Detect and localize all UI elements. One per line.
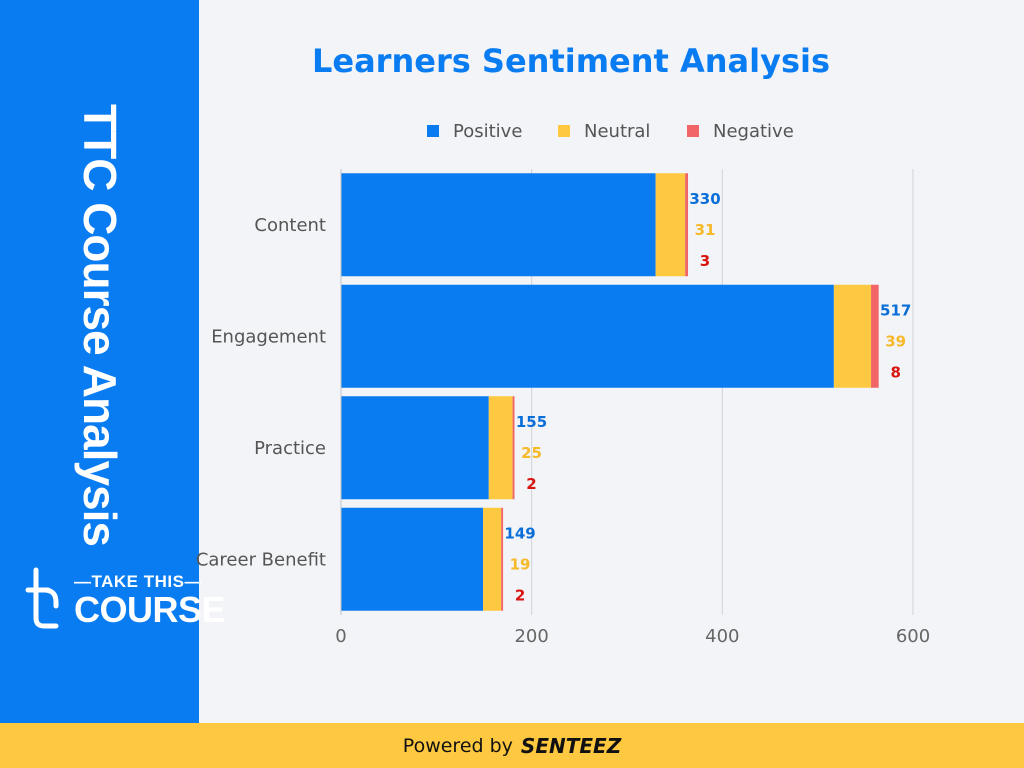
footer-brand: SENTEEZ bbox=[520, 733, 622, 758]
bar-neutral bbox=[483, 507, 502, 611]
data-label-neutral: 31 bbox=[695, 221, 716, 239]
bar-positive bbox=[341, 396, 489, 500]
bar-positive bbox=[341, 173, 656, 277]
legend-label-neutral: Neutral bbox=[584, 121, 650, 142]
bar-negative bbox=[685, 173, 689, 277]
chart-title: Learners Sentiment Analysis bbox=[312, 42, 830, 80]
bar-neutral bbox=[488, 396, 513, 500]
x-tick-label: 600 bbox=[896, 626, 930, 647]
bar-positive bbox=[341, 507, 484, 611]
category-label: Career Benefit bbox=[196, 549, 326, 570]
legend-label-positive: Positive bbox=[453, 121, 522, 142]
legend-swatch-positive bbox=[427, 125, 439, 137]
data-label-neutral: 19 bbox=[510, 555, 531, 573]
data-label-negative: 2 bbox=[515, 586, 525, 604]
category-label: Engagement bbox=[211, 326, 326, 347]
take-this-course-logo[interactable]: —TAKE THIS— COURSE bbox=[24, 566, 226, 632]
bar-negative bbox=[512, 396, 515, 500]
legend-label-negative: Negative bbox=[713, 121, 794, 142]
bar-negative bbox=[501, 507, 504, 611]
chart-data-labels: 330 31 3 517 39 8 155 25 2 149 19 2 bbox=[504, 190, 911, 605]
sidebar: TTC Course Analysis —TAKE THIS— COURSE bbox=[0, 0, 226, 723]
bar-neutral bbox=[833, 284, 872, 388]
category-label: Content bbox=[254, 215, 326, 236]
bar-negative bbox=[871, 284, 879, 388]
data-label-negative: 8 bbox=[890, 363, 900, 381]
data-label-positive: 330 bbox=[689, 190, 720, 208]
t-logo-icon bbox=[25, 567, 59, 629]
bar-positive bbox=[341, 284, 834, 388]
x-tick-label: 400 bbox=[705, 626, 739, 647]
x-tick-label: 200 bbox=[514, 626, 548, 647]
logo-line-1: —TAKE THIS— bbox=[74, 572, 202, 591]
data-label-neutral: 39 bbox=[885, 332, 906, 350]
bar-neutral bbox=[655, 173, 686, 277]
data-label-negative: 3 bbox=[700, 252, 710, 270]
chart-axis: 0 200 400 600 Content Engagement Practice Caree… bbox=[196, 169, 930, 647]
sentiment-chart: Learners Sentiment Analysis Positive Neut… bbox=[196, 42, 930, 647]
data-label-positive: 155 bbox=[516, 413, 547, 431]
legend-swatch-neutral bbox=[558, 125, 570, 137]
chart-bars bbox=[341, 173, 879, 611]
data-label-positive: 149 bbox=[504, 524, 535, 542]
footer-text: Powered by bbox=[402, 734, 513, 757]
data-label-negative: 2 bbox=[526, 475, 536, 493]
data-label-neutral: 25 bbox=[521, 444, 542, 462]
category-label: Practice bbox=[254, 438, 326, 459]
chart-legend: Positive Neutral Negative bbox=[427, 121, 794, 142]
logo-line-2: COURSE bbox=[74, 589, 226, 630]
x-tick-label: 0 bbox=[335, 626, 346, 647]
legend-swatch-negative bbox=[687, 125, 699, 137]
data-label-positive: 517 bbox=[880, 301, 911, 319]
footer: Powered by SENTEEZ bbox=[0, 723, 1024, 768]
